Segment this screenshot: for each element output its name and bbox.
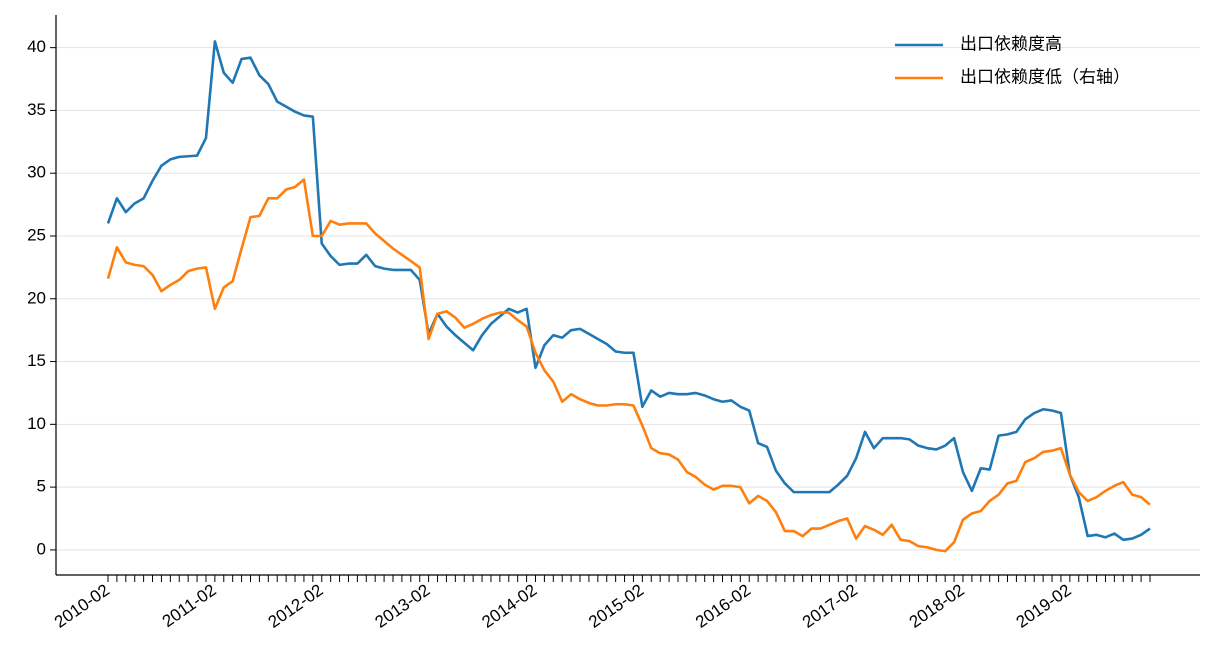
y-tick-label: 40 bbox=[27, 37, 46, 56]
y-tick-label: 35 bbox=[27, 100, 46, 119]
x-tick-label: 2016-02 bbox=[692, 580, 754, 631]
x-tick-label: 2015-02 bbox=[585, 580, 647, 631]
y-tick-label: 30 bbox=[27, 163, 46, 182]
line-series bbox=[106, 40, 1151, 542]
x-tick-label: 2019-02 bbox=[1013, 580, 1075, 631]
x-tick-label: 2013-02 bbox=[371, 580, 433, 631]
y-tick-label: 20 bbox=[27, 288, 46, 307]
line-series bbox=[106, 178, 1151, 553]
legend-label: 出口依赖度高 bbox=[960, 34, 1062, 53]
y-tick-label: 25 bbox=[27, 225, 46, 244]
legend-label: 出口依赖度低（右轴） bbox=[960, 67, 1130, 86]
x-tick-label: 2012-02 bbox=[265, 580, 327, 631]
y-tick-label: 15 bbox=[27, 351, 46, 370]
x-tick-label: 2011-02 bbox=[159, 580, 220, 631]
x-tick-label: 2017-02 bbox=[799, 580, 861, 631]
x-tick-label: 2010-02 bbox=[51, 580, 113, 631]
x-tick-label: 2014-02 bbox=[478, 580, 540, 631]
y-tick-label: 5 bbox=[37, 477, 46, 496]
x-tick-label: 2018-02 bbox=[906, 580, 968, 631]
y-tick-label: 0 bbox=[37, 539, 46, 558]
y-tick-label: 10 bbox=[27, 414, 46, 433]
